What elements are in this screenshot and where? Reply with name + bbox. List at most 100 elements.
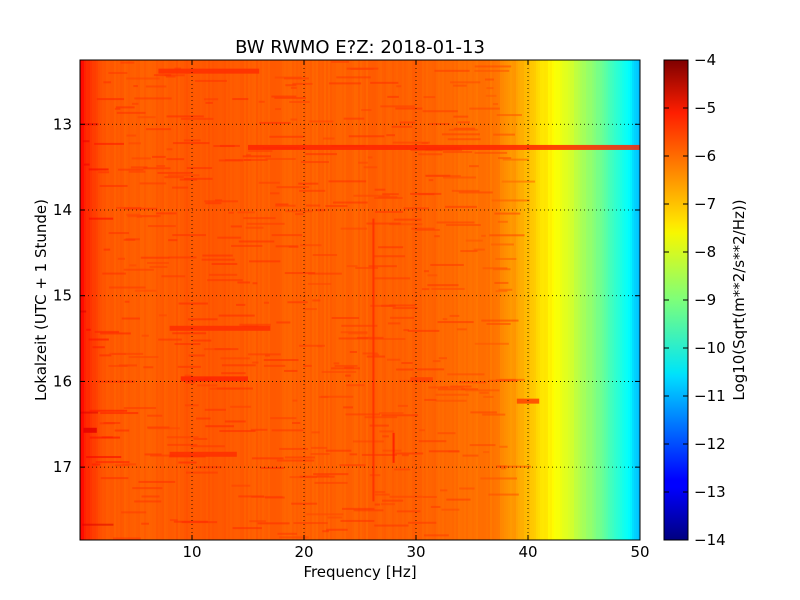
heatmap-texture xyxy=(308,272,342,275)
heatmap-strip xyxy=(160,60,163,540)
heatmap-texture xyxy=(158,314,167,317)
heatmap-texture xyxy=(250,428,268,431)
heatmap-texture xyxy=(218,314,255,317)
heatmap-strip xyxy=(254,60,257,540)
heatmap-strip xyxy=(100,60,103,540)
heatmap-strip xyxy=(192,60,195,540)
heatmap-strip xyxy=(206,60,209,540)
heatmap-texture xyxy=(331,317,360,319)
heatmap-texture xyxy=(80,411,99,414)
heatmap-texture xyxy=(232,527,262,530)
heatmap-strip xyxy=(610,60,613,540)
heatmap-texture xyxy=(348,135,385,138)
heatmap-strip xyxy=(258,60,261,540)
heatmap-texture xyxy=(174,343,201,346)
heatmap-texture xyxy=(156,212,177,215)
heatmap-texture xyxy=(213,145,235,148)
heatmap-strip xyxy=(614,60,617,540)
heatmap-texture xyxy=(172,234,207,237)
heatmap-texture xyxy=(401,362,413,365)
heatmap-texture xyxy=(418,153,443,156)
heatmap-strip xyxy=(80,60,83,540)
heatmap-strip xyxy=(504,60,507,540)
heatmap-texture xyxy=(141,522,150,525)
heatmap-texture xyxy=(178,461,197,464)
heatmap-texture xyxy=(370,81,399,84)
heatmap-strip xyxy=(422,60,425,540)
heatmap-strip xyxy=(500,60,503,540)
heatmap-texture xyxy=(313,473,349,476)
heatmap-strip xyxy=(438,60,441,540)
heatmap-texture xyxy=(437,388,466,391)
heatmap-texture xyxy=(143,167,171,170)
heatmap-texture xyxy=(428,386,448,389)
heatmap-texture xyxy=(166,436,199,439)
heatmap-strip xyxy=(556,60,559,540)
heatmap-texture xyxy=(274,96,306,99)
heatmap-texture xyxy=(276,186,310,189)
heatmap-texture xyxy=(496,114,522,117)
heatmap-strip xyxy=(182,60,185,540)
heatmap-texture xyxy=(126,213,141,216)
heatmap-strip xyxy=(494,60,497,540)
heatmap-strip xyxy=(598,60,601,540)
heatmap-texture xyxy=(386,358,401,361)
heatmap-strip xyxy=(352,60,355,540)
heatmap-strip xyxy=(400,60,403,540)
heatmap-texture xyxy=(125,238,140,241)
heatmap-texture xyxy=(446,224,481,227)
heatmap-strip xyxy=(568,60,571,540)
heatmap-texture xyxy=(157,171,193,174)
heatmap-texture xyxy=(108,286,146,289)
heatmap-texture xyxy=(134,500,162,503)
heatmap-texture xyxy=(80,310,87,313)
heatmap-strip xyxy=(102,60,105,540)
heatmap-strip xyxy=(240,60,243,540)
heatmap-strip xyxy=(468,60,471,540)
heatmap-strip xyxy=(280,60,283,540)
heatmap-texture xyxy=(326,528,348,531)
heatmap-band xyxy=(248,144,640,150)
heatmap-strip xyxy=(628,60,631,540)
heatmap-texture xyxy=(447,138,481,141)
heatmap-strip xyxy=(220,60,223,540)
chart-title: BW RWMO E?Z: 2018-01-13 xyxy=(235,37,485,58)
heatmap-strip xyxy=(592,60,595,540)
heatmap-texture xyxy=(435,393,469,396)
heatmap-texture xyxy=(411,227,435,230)
heatmap-texture xyxy=(292,422,301,424)
heatmap-texture xyxy=(473,248,485,251)
heatmap-strip xyxy=(388,60,391,540)
heatmap-texture xyxy=(369,337,406,340)
heatmap-strip xyxy=(290,60,293,540)
heatmap-texture xyxy=(92,463,101,466)
heatmap-texture xyxy=(265,496,285,499)
heatmap-texture xyxy=(373,255,406,258)
heatmap-strip xyxy=(502,60,505,540)
heatmap-texture xyxy=(165,75,176,78)
heatmap-strip xyxy=(216,60,219,540)
heatmap-texture xyxy=(470,411,497,414)
heatmap-texture xyxy=(161,275,186,278)
heatmap-texture xyxy=(312,299,321,302)
heatmap-strip xyxy=(396,60,399,540)
heatmap-texture xyxy=(392,141,430,144)
heatmap-texture xyxy=(100,477,129,480)
heatmap-strip xyxy=(304,60,307,540)
heatmap-strip xyxy=(320,60,323,540)
heatmap-texture xyxy=(393,218,422,221)
heatmap-texture xyxy=(485,94,497,97)
heatmap-strip xyxy=(578,60,581,540)
heatmap-texture xyxy=(298,182,319,185)
heatmap-texture xyxy=(271,234,303,237)
y-tick-label: 17 xyxy=(53,458,72,476)
heatmap-strip xyxy=(236,60,239,540)
heatmap-texture xyxy=(287,301,308,304)
heatmap-strip xyxy=(324,60,327,540)
heatmap-texture xyxy=(181,117,214,120)
heatmap-texture xyxy=(243,158,268,161)
heatmap-texture xyxy=(374,188,386,191)
heatmap-texture xyxy=(292,399,298,402)
heatmap-texture xyxy=(291,502,318,505)
heatmap-texture xyxy=(127,215,160,218)
